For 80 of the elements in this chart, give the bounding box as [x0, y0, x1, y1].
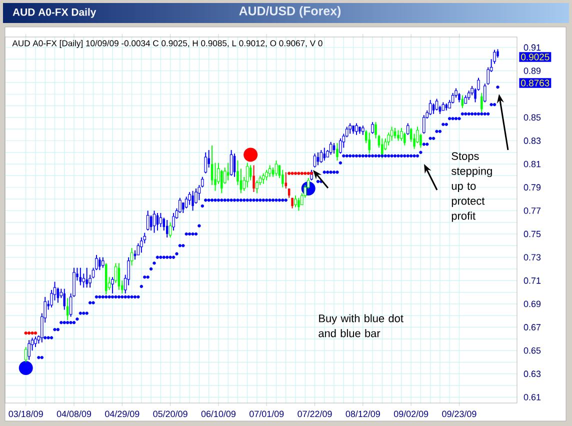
y-tick-label: 0.63 — [524, 370, 541, 378]
annotation: Stops stepping up to protect profit — [452, 152, 492, 222]
candlestick — [230, 150, 233, 176]
candlestick — [192, 190, 194, 212]
candlestick — [432, 102, 435, 114]
candlestick — [86, 267, 88, 288]
x-tick-label: 03/18/09 — [8, 410, 43, 418]
candlestick — [406, 122, 410, 136]
text: 0.9025 — [521, 54, 550, 60]
candlestick — [381, 138, 384, 159]
candlestick — [246, 162, 249, 188]
candlestick — [348, 122, 352, 134]
y-tick-label: 0.67 — [524, 324, 541, 330]
x-tick-label: 07/22/09 — [298, 410, 332, 418]
chart-title: AUD/USD (Forex) — [239, 6, 341, 18]
x-tick-label: 04/08/09 — [56, 410, 92, 418]
candlestick — [226, 162, 230, 181]
candlestick — [368, 132, 370, 154]
candlestick — [458, 92, 460, 103]
y-tick-label: 0.77 — [524, 207, 541, 214]
candlestick — [282, 169, 284, 188]
candlestick — [329, 141, 332, 156]
candlestick — [249, 164, 252, 181]
candlestick — [397, 130, 400, 142]
y-tick-label: 0.69 — [524, 300, 541, 308]
candlestick — [24, 346, 28, 363]
x-tick-label: 07/01/09 — [250, 410, 284, 418]
candlestick — [428, 99, 432, 116]
y-tick-label: 0.79 — [524, 184, 541, 191]
x-tick-label: 09/02/09 — [394, 410, 428, 418]
chart-subtitle: AUD A0-FX Daily — [12, 8, 96, 18]
candlestick — [146, 210, 150, 231]
candlestick — [79, 267, 82, 286]
x-tick-label: 06/10/09 — [201, 410, 236, 418]
candlestick — [339, 138, 342, 154]
candlestick — [159, 212, 162, 228]
candlestick — [140, 236, 143, 254]
candlestick — [390, 126, 394, 142]
candlestick — [210, 144, 214, 186]
candlestick — [362, 125, 364, 136]
candlestick — [355, 122, 358, 136]
text: 0.8763 — [521, 80, 550, 86]
candlestick — [422, 114, 426, 134]
y-tick-label: 0.71 — [524, 277, 541, 284]
candlestick — [284, 172, 288, 190]
annotation: AUD A0-FX [Daily] 10/09/09 -0.0034 C 0.9025, H 0.9085, L 0.9012, O 0.9067, V 0 — [12, 40, 322, 48]
candlestick — [268, 164, 272, 178]
x-tick-label: 08/12/09 — [346, 410, 380, 418]
candlestick — [371, 122, 374, 134]
y-tick-label: 0.85 — [524, 114, 541, 121]
candlestick — [204, 152, 208, 174]
candlestick — [101, 256, 104, 268]
candlestick — [252, 164, 255, 193]
candlestick — [404, 132, 406, 146]
x-tick-label: 04/29/09 — [105, 410, 140, 418]
candlestick — [336, 142, 338, 162]
candlestick — [320, 150, 323, 164]
candlestick — [467, 90, 470, 100]
candlestick — [262, 172, 265, 184]
candlestick — [256, 180, 258, 194]
candlestick — [34, 336, 37, 348]
candlestick — [265, 169, 268, 181]
candlestick — [208, 150, 210, 168]
candlestick — [63, 288, 66, 310]
candlestick — [184, 196, 188, 209]
candlestick — [98, 256, 101, 271]
x-tick-label: 05/20/09 — [153, 410, 188, 418]
y-tick-label: 0.83 — [524, 138, 541, 144]
y-tick-label: 0.91 — [524, 44, 541, 51]
candlestick — [298, 197, 300, 212]
y-tick-label: 0.65 — [524, 347, 541, 354]
x-tick-label: 09/23/09 — [442, 410, 476, 418]
candlestick — [294, 195, 297, 208]
candlestick — [400, 127, 403, 142]
y-tick-label: 0.61 — [524, 394, 541, 400]
y-tick-label: 0.73 — [524, 254, 541, 260]
annotation: Buy with blue dot and blue bar — [318, 314, 404, 338]
y-tick-label: 0.81 — [524, 160, 541, 168]
y-tick-label: 0.89 — [524, 68, 541, 74]
y-tick-label: 0.75 — [524, 230, 541, 238]
